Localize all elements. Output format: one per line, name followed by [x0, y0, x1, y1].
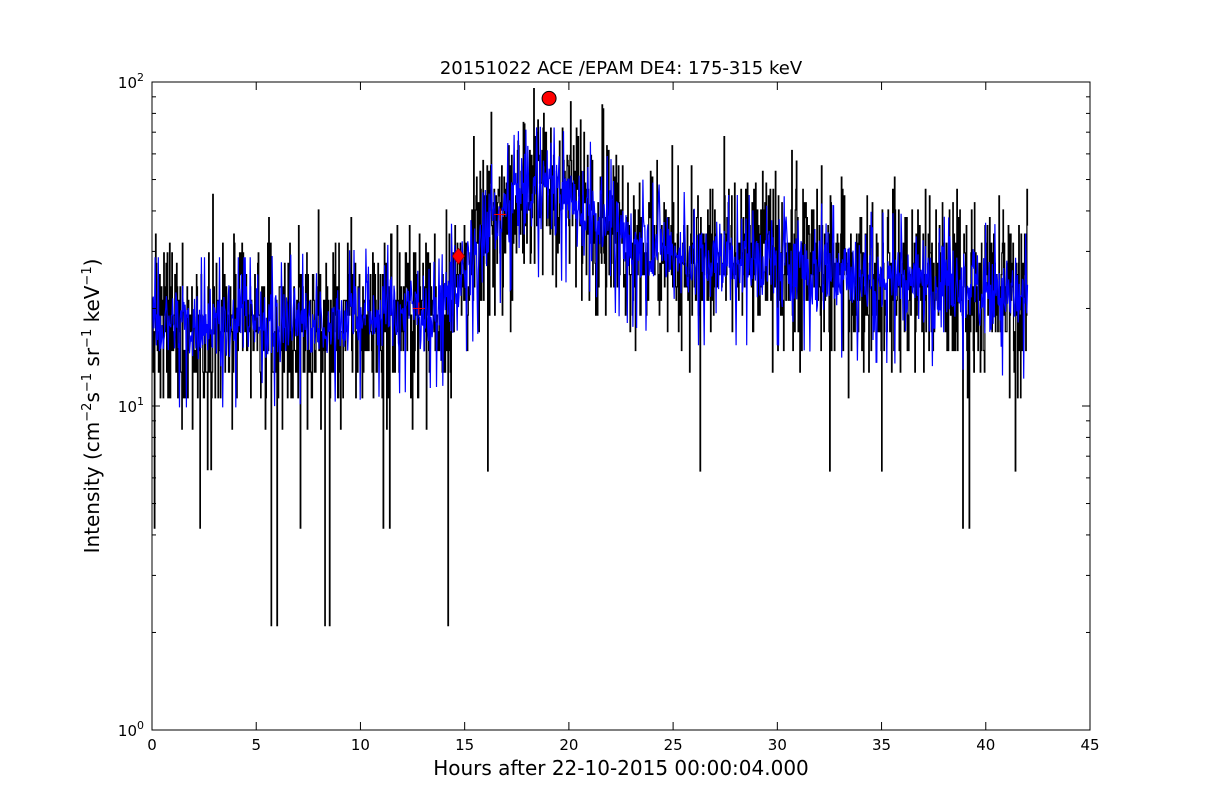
plot-series-group [152, 88, 1029, 627]
chart-title: 20151022 ACE /EPAM DE4: 175-315 keV [440, 58, 803, 79]
y-tick-label: 100 [118, 719, 144, 740]
y-tick-label: 102 [118, 71, 144, 92]
y-tick-label: 101 [118, 395, 144, 416]
marker-plus-2 [494, 208, 507, 221]
x-tick-label: 45 [1080, 736, 1099, 754]
x-axis: 0 5 10 15 20 25 30 35 40 45 [147, 82, 1100, 754]
y-axis: 100 101 102 [118, 71, 1090, 740]
series-blue-line [152, 126, 1029, 408]
x-tick-label: 25 [664, 736, 683, 754]
x-tick-label: 10 [351, 736, 370, 754]
x-tick-label: 5 [251, 736, 261, 754]
x-tick-label: 0 [147, 736, 157, 754]
marker-circle [541, 90, 557, 106]
x-tick-label: 15 [455, 736, 474, 754]
series-black-line [152, 88, 1029, 627]
marker-diamond [451, 247, 465, 265]
x-axis-label: Hours after 22-10-2015 00:00:04.000 [433, 756, 809, 780]
y-axis-label: Intensity (cm−2s−1 sr−1 keV−1) [80, 259, 104, 554]
x-tick-label: 35 [872, 736, 891, 754]
x-tick-label: 20 [559, 736, 578, 754]
marker-plus-0 [412, 302, 425, 315]
x-tick-label: 40 [976, 736, 995, 754]
x-tick-label: 30 [768, 736, 787, 754]
plot-area [152, 88, 1029, 627]
